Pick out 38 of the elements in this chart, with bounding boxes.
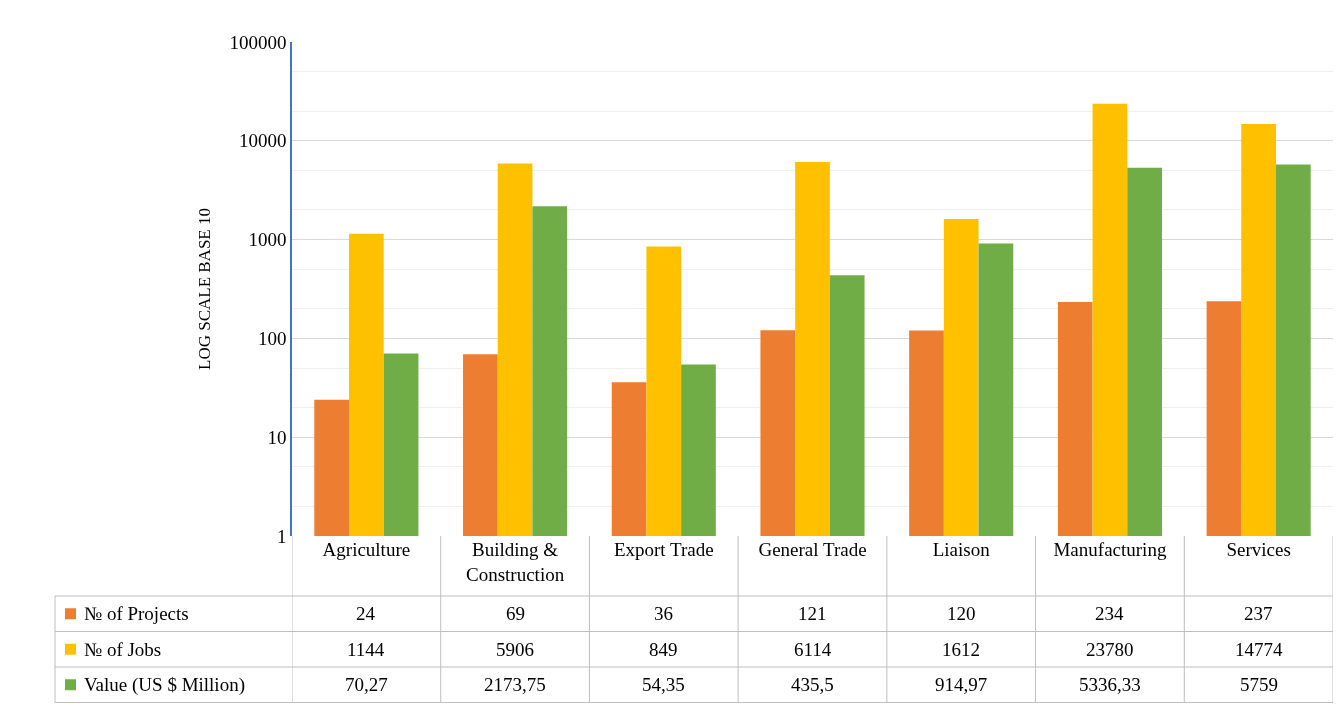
- data-label: 70,27: [345, 674, 388, 695]
- y-tick-label: 100000: [229, 31, 287, 53]
- data-label: 69: [506, 603, 525, 624]
- legend-label: № of Projects: [84, 603, 189, 624]
- data-label: 237: [1244, 603, 1273, 624]
- data-label: 5906: [496, 639, 534, 660]
- data-label: 849: [649, 639, 678, 660]
- data-label: 5336,33: [1079, 674, 1141, 695]
- data-label: 1144: [347, 639, 385, 660]
- y-tick-label: 10: [267, 426, 287, 448]
- data-label: 36: [654, 603, 673, 624]
- x-tick-label: Liaison: [932, 539, 991, 560]
- data-label: 14774: [1235, 639, 1283, 660]
- data-label: 23780: [1086, 639, 1134, 660]
- data-label: 5759: [1240, 674, 1278, 695]
- legend-label: Value (US $ Million): [84, 674, 245, 696]
- data-label: 234: [1095, 603, 1124, 624]
- y-tick-label: 10000: [238, 130, 287, 152]
- data-label: 120: [947, 603, 976, 624]
- y-axis-title: LOG SCALE BASE 10: [194, 208, 214, 370]
- data-label: 6114: [794, 639, 832, 660]
- x-tick-label: General Trade: [758, 539, 867, 560]
- data-label: 435,5: [791, 674, 834, 695]
- data-label: 1612: [942, 639, 980, 660]
- x-tick-label: Manufacturing: [1053, 539, 1167, 560]
- y-tick-label: 1000: [248, 229, 287, 251]
- x-tick-label: Services: [1226, 539, 1291, 560]
- data-label: 121: [798, 603, 827, 624]
- legend-label: № of Jobs: [84, 639, 162, 660]
- data-label: 24: [356, 603, 376, 624]
- y-tick-label: 100: [257, 328, 287, 350]
- y-tick-label: 1: [276, 525, 287, 547]
- x-tick-label: Building & Construction: [465, 539, 565, 585]
- x-tick-label: Export Trade: [613, 539, 714, 560]
- data-label: 54,35: [642, 674, 685, 695]
- x-tick-label: Agriculture: [322, 539, 411, 560]
- data-label: 2173,75: [484, 674, 546, 695]
- data-label: 914,97: [935, 674, 988, 695]
